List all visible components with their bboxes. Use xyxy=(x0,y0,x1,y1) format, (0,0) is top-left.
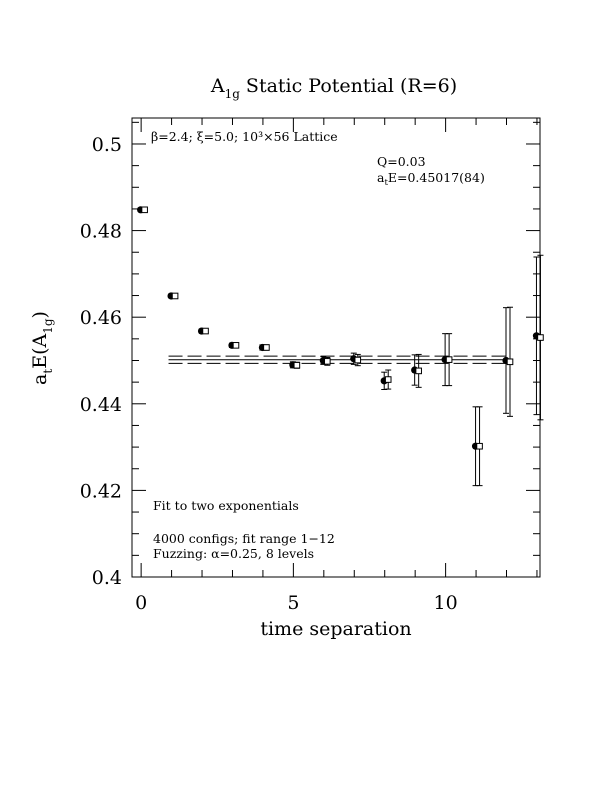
y-tick-label: 0.4 xyxy=(92,567,122,589)
axis-ticks xyxy=(132,118,540,578)
data-point-square xyxy=(506,358,514,366)
y-tick-label: 0.48 xyxy=(80,221,122,243)
data-point-square xyxy=(476,442,483,450)
y-tick-label: 0.46 xyxy=(80,307,122,329)
data-point-square xyxy=(445,356,453,363)
fuzzing-note: Fuzzing: α=0.25, 8 levels xyxy=(153,546,314,561)
y-tick-label: 0.5 xyxy=(92,134,122,156)
data-point-square xyxy=(171,292,179,300)
data-point-square xyxy=(354,356,362,364)
fit-band xyxy=(168,355,510,364)
data-point-square xyxy=(202,327,209,335)
data-point-square xyxy=(293,361,301,369)
y-tick-label: 0.42 xyxy=(80,480,122,502)
x-axis-label: time separation xyxy=(260,618,411,640)
data-point-square xyxy=(384,376,392,383)
data-point-square xyxy=(537,334,544,341)
x-tick-label: 5 xyxy=(287,592,299,614)
chart-title: A1g Static Potential (R=6) xyxy=(210,75,457,101)
data-point-square xyxy=(415,367,422,375)
axis-tick-labels: 0 5 10 0.4 0.42 0.44 0.46 0.48 0.5 xyxy=(80,134,458,614)
y-axis-label: atE(A1g) xyxy=(29,311,55,385)
data-point-square xyxy=(263,344,270,351)
x-tick-label: 10 xyxy=(434,592,458,614)
lattice-label: β=2.4; ξ=5.0; 10³×56 Lattice xyxy=(151,129,338,144)
x-tick-label: 0 xyxy=(135,592,147,614)
fit-note: Fit to two exponentials xyxy=(153,498,299,513)
data-point-square xyxy=(141,206,148,214)
y-tick-label: 0.44 xyxy=(80,394,122,416)
data-point-square xyxy=(324,358,331,365)
energy-label: atE=0.45017(84) xyxy=(377,170,485,188)
q-label: Q=0.03 xyxy=(377,154,426,169)
data-point-square xyxy=(232,342,240,349)
data-points xyxy=(137,206,544,487)
configs-note: 4000 configs; fit range 1−12 xyxy=(153,531,335,546)
